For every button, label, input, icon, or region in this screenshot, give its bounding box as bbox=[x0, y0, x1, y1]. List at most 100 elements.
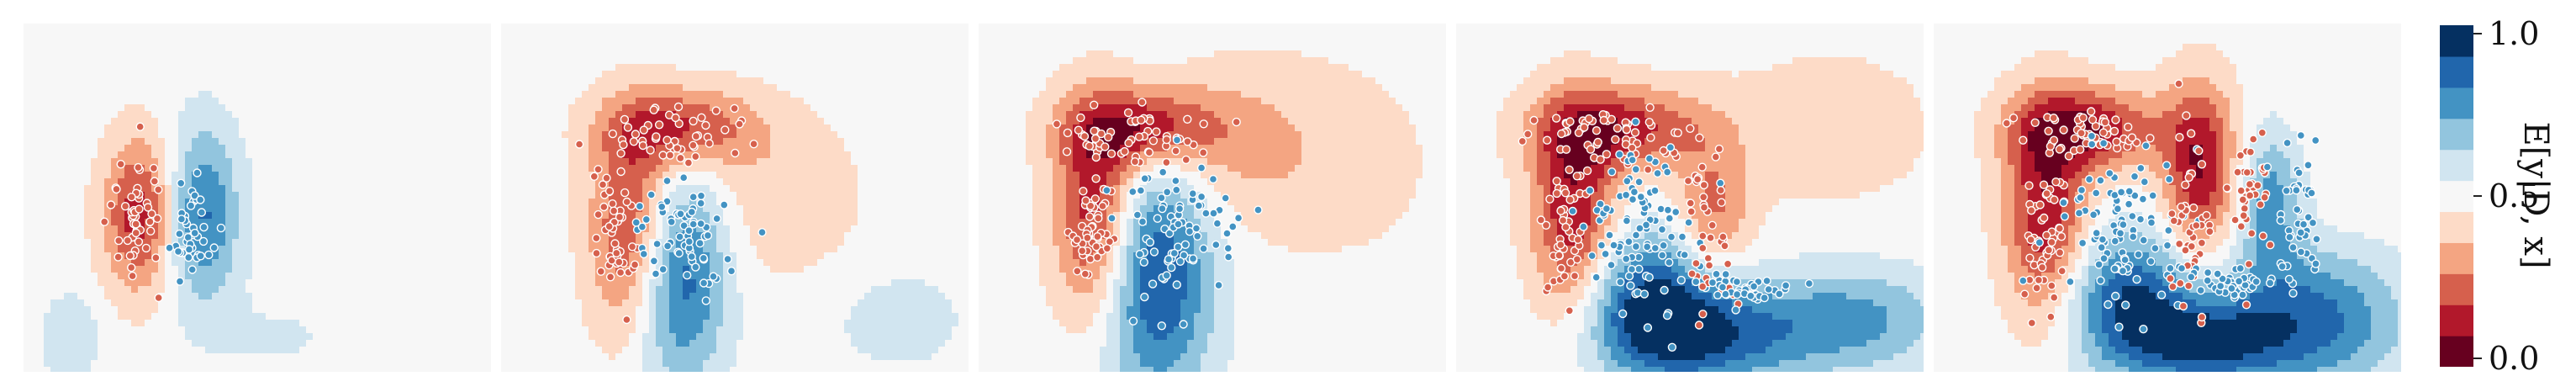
contour-cell bbox=[57, 326, 65, 334]
contour-cell bbox=[474, 111, 482, 119]
contour-cell bbox=[441, 98, 448, 105]
contour-cell bbox=[414, 131, 421, 139]
contour-cell bbox=[367, 353, 374, 361]
contour-cell bbox=[373, 145, 381, 152]
contour-cell bbox=[373, 205, 381, 213]
contour-cell bbox=[837, 131, 845, 139]
contour-cell bbox=[293, 104, 300, 112]
contour-cell bbox=[622, 24, 630, 31]
contour-cell bbox=[178, 239, 186, 246]
contour-cell bbox=[461, 340, 468, 347]
contour-cell bbox=[353, 353, 361, 361]
contour-cell bbox=[373, 192, 381, 199]
contour-cell bbox=[851, 124, 858, 132]
contour-cell bbox=[219, 286, 226, 294]
contour-cell bbox=[279, 232, 287, 240]
contour-cell bbox=[380, 246, 388, 253]
contour-cell bbox=[723, 37, 731, 45]
contour-cell bbox=[313, 185, 320, 193]
contour-cell bbox=[562, 124, 569, 132]
contour-cell bbox=[319, 252, 327, 260]
contour-cell bbox=[266, 131, 273, 139]
contour-cell bbox=[797, 37, 805, 45]
contour-cell bbox=[50, 279, 58, 287]
contour-cell bbox=[400, 340, 408, 347]
contour-cell bbox=[64, 158, 71, 166]
contour-cell bbox=[37, 165, 45, 172]
contour-cell bbox=[414, 178, 421, 186]
contour-cell bbox=[151, 37, 159, 45]
contour-cell bbox=[488, 313, 491, 320]
contour-cell bbox=[172, 320, 179, 327]
contour-cell bbox=[925, 24, 932, 31]
contour-cell bbox=[252, 205, 260, 213]
contour-cell bbox=[151, 273, 159, 280]
contour-cell bbox=[198, 178, 206, 186]
contour-cell bbox=[515, 64, 522, 72]
contour-cell bbox=[306, 192, 314, 199]
contour-cell bbox=[172, 30, 179, 38]
contour-cell bbox=[488, 225, 491, 233]
contour-cell bbox=[858, 104, 865, 112]
contour-cell bbox=[387, 340, 394, 347]
contour-cell bbox=[24, 199, 31, 206]
contour-cell bbox=[138, 111, 145, 119]
contour-cell bbox=[427, 246, 435, 253]
contour-cell bbox=[763, 118, 771, 125]
contour-cell bbox=[864, 131, 872, 139]
contour-cell bbox=[91, 347, 98, 354]
contour-cell bbox=[467, 50, 475, 58]
contour-cell bbox=[299, 50, 307, 58]
contour-cell bbox=[360, 212, 367, 220]
contour-cell bbox=[286, 252, 293, 260]
contour-cell bbox=[770, 24, 778, 31]
contour-cell bbox=[131, 57, 139, 65]
contour-cell bbox=[91, 246, 98, 253]
contour-cell bbox=[225, 273, 233, 280]
contour-cell bbox=[340, 367, 347, 372]
contour-cell bbox=[508, 98, 515, 105]
contour-cell bbox=[245, 273, 253, 280]
contour-cell bbox=[346, 44, 354, 51]
contour-cell bbox=[239, 131, 246, 139]
contour-cell bbox=[279, 118, 287, 125]
contour-cell bbox=[326, 57, 334, 65]
contour-cell bbox=[932, 84, 939, 92]
contour-cell bbox=[387, 286, 394, 294]
contour-cell bbox=[649, 77, 657, 85]
contour-cell bbox=[111, 360, 119, 368]
contour-cell bbox=[400, 138, 408, 146]
contour-cell bbox=[810, 111, 818, 119]
data-point-class-0 bbox=[152, 214, 162, 224]
contour-cell bbox=[98, 24, 105, 31]
data-point-class-0 bbox=[126, 262, 136, 273]
contour-cell bbox=[64, 145, 71, 152]
contour-cell bbox=[37, 172, 45, 179]
contour-cell bbox=[420, 50, 428, 58]
contour-cell bbox=[911, 77, 919, 85]
contour-cell bbox=[541, 30, 549, 38]
contour-cell bbox=[387, 124, 394, 132]
contour-cell bbox=[252, 246, 260, 253]
contour-cell bbox=[831, 57, 838, 65]
contour-cell bbox=[373, 279, 381, 287]
contour-cell bbox=[64, 185, 71, 193]
contour-cell bbox=[353, 306, 361, 314]
contour-cell bbox=[145, 326, 152, 334]
contour-cell bbox=[192, 84, 199, 92]
contour-cell bbox=[198, 131, 206, 139]
contour-cell bbox=[488, 124, 491, 132]
contour-cell bbox=[346, 212, 354, 220]
contour-cell bbox=[844, 64, 852, 72]
contour-cell bbox=[797, 111, 805, 119]
contour-cell bbox=[286, 124, 293, 132]
contour-cell bbox=[743, 118, 751, 125]
contour-cell bbox=[353, 165, 361, 172]
contour-cell bbox=[367, 44, 374, 51]
contour-cell bbox=[219, 273, 226, 280]
contour-cell bbox=[293, 252, 300, 260]
contour-cell bbox=[340, 57, 347, 65]
contour-cell bbox=[30, 360, 38, 368]
data-point-class-1 bbox=[177, 215, 187, 224]
contour-cell bbox=[851, 37, 858, 45]
